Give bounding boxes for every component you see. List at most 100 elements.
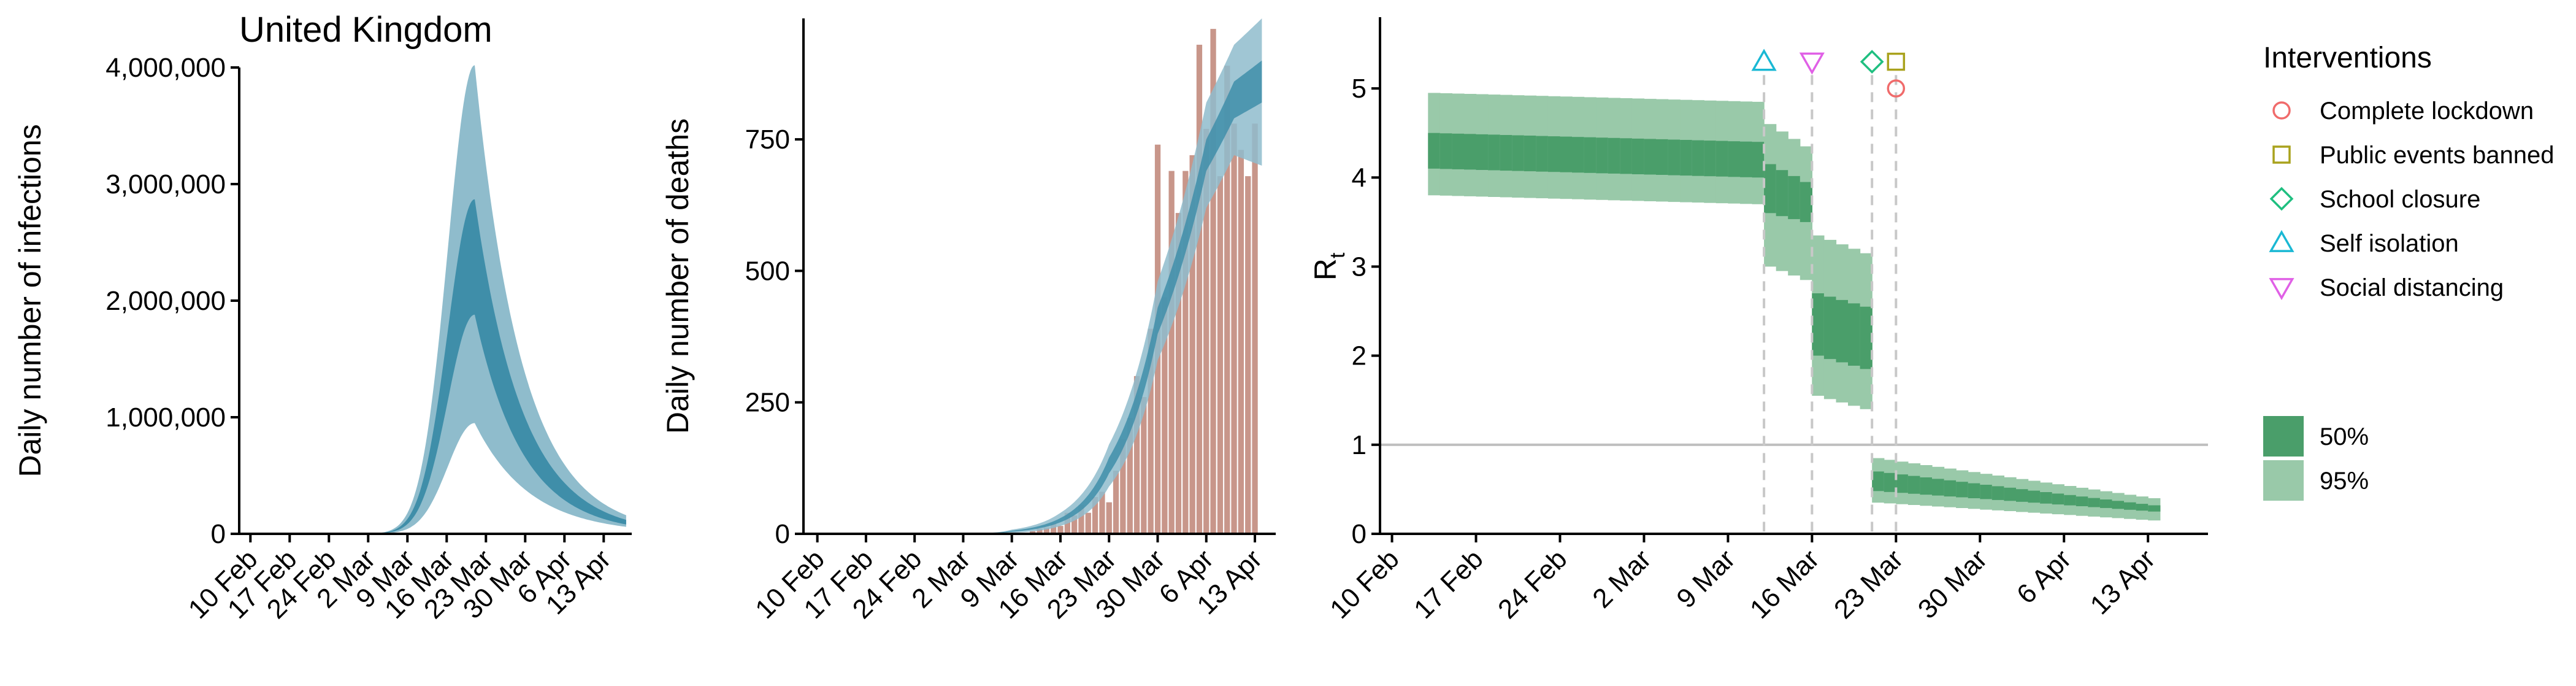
- death-bar: [1133, 376, 1140, 534]
- rt-band-50: [1668, 139, 1681, 175]
- legend-band-label: 95%: [2320, 468, 2369, 495]
- death-bar: [1057, 526, 1064, 534]
- plot-area: [245, 65, 626, 534]
- y-axis-label: Daily number of deaths: [661, 118, 695, 434]
- legend-item-label: Public events banned: [2320, 142, 2555, 169]
- rt-band-50: [1872, 471, 1885, 491]
- rt-band-50: [2148, 505, 2161, 512]
- legend-band-items: 50% 95%: [2263, 416, 2369, 501]
- intervention-marker: [1860, 50, 1884, 74]
- death-bar: [1162, 297, 1168, 534]
- legend-band-label: 50%: [2320, 423, 2369, 450]
- rt-band-50: [1512, 135, 1525, 171]
- death-bar: [1203, 129, 1209, 534]
- death-bar: [1210, 29, 1216, 534]
- rt-band-50: [1584, 137, 1597, 173]
- rt-band-50: [1896, 474, 1909, 493]
- rt-band-50: [1608, 137, 1620, 174]
- death-bar: [1092, 497, 1098, 534]
- rt-band-50: [1991, 486, 2004, 500]
- death-bar: [1224, 66, 1230, 534]
- x-tick-label: 13 Apr: [2085, 544, 2161, 620]
- rt-band-50: [1728, 141, 1741, 177]
- intervention-marker: [1751, 48, 1777, 71]
- y-tick-label: 2,000,000: [105, 286, 226, 316]
- rt-band-50: [1656, 139, 1669, 175]
- x-tick-label: 2 Mar: [1587, 544, 1657, 614]
- axes: 01,000,0002,000,0003,000,0004,000,00010 …: [105, 53, 632, 625]
- rt-band-50: [1488, 134, 1501, 171]
- legend-item-label: Complete lockdown: [2320, 98, 2534, 125]
- y-tick-label: 1: [1352, 430, 1367, 460]
- legend-item-label: Social distancing: [2320, 274, 2504, 301]
- death-bar: [1175, 213, 1182, 534]
- rt-band-50: [1547, 136, 1561, 172]
- y-axis-label: Daily number of infections: [13, 124, 47, 477]
- x-tick-label: 24 Feb: [1492, 544, 1573, 625]
- rt-band-50: [1980, 485, 1993, 499]
- rt-band-50: [2016, 489, 2029, 502]
- chart-title: United Kingdom: [239, 10, 493, 50]
- rt-band-50: [1464, 134, 1477, 170]
- x-tick-label: 6 Apr: [2011, 544, 2077, 609]
- rt-band-50: [1560, 136, 1573, 172]
- rt-band-50: [1644, 139, 1657, 175]
- death-bar: [1238, 150, 1244, 534]
- y-axis-label: Rt: [1308, 252, 1349, 280]
- death-bar: [1043, 527, 1049, 534]
- rt-band-50: [1764, 164, 1777, 214]
- rt-band-50: [1452, 133, 1465, 169]
- rt-band-50: [1439, 133, 1452, 169]
- rt-band-50: [1752, 142, 1765, 178]
- infections-band-95: [245, 65, 626, 534]
- death-bar: [1030, 531, 1036, 534]
- rt-band-50: [2088, 498, 2101, 507]
- rt-panel: Rt 0 1 2 3 4 5 10 Feb 17 Feb 24 Feb 2 Mar 9 Mar 16 …: [1308, 17, 2208, 625]
- rt-band-50: [1740, 141, 1753, 177]
- y-tick-label: 3: [1352, 252, 1367, 282]
- plot-area: [810, 18, 1262, 534]
- legend-marker: [2272, 101, 2291, 120]
- death-bar: [1231, 123, 1237, 534]
- rt-band-50: [1884, 472, 1896, 492]
- rt-band-50: [2052, 493, 2064, 505]
- y-axis-label-subscript: t: [1326, 252, 1349, 258]
- rt-band-50: [1715, 141, 1728, 177]
- x-tick-label: 9 Mar: [1671, 544, 1741, 614]
- x-tick-label: 30 Mar: [1912, 544, 1993, 624]
- legend-item-label: School closure: [2320, 186, 2480, 213]
- x-tick-label: 23 Mar: [1828, 544, 1909, 624]
- rt-band-50: [2099, 499, 2113, 508]
- intervention-marker: [1887, 79, 1906, 98]
- rt-band-50: [1944, 480, 1957, 497]
- infections-band-50: [245, 199, 626, 534]
- x-tick-label: 17 Feb: [1408, 544, 1489, 625]
- rt-band-50: [1860, 306, 1873, 369]
- legend-marker: [2269, 278, 2294, 301]
- death-bar: [1141, 397, 1147, 534]
- death-bar: [1078, 504, 1084, 534]
- rt-band-50: [2076, 496, 2088, 506]
- x-tick-label: 10 Feb: [1324, 544, 1405, 625]
- y-axis-label-main: R: [1308, 258, 1343, 280]
- legend-band-swatch: [2263, 416, 2304, 457]
- death-bar: [1120, 439, 1126, 534]
- y-tick-label: 250: [745, 388, 790, 418]
- rt-band-50: [1631, 138, 1645, 174]
- x-tick-label: 16 Mar: [1744, 544, 1825, 624]
- death-bar: [1252, 123, 1258, 534]
- legend-marker: [2269, 229, 2294, 252]
- rt-band-50: [1956, 482, 1969, 498]
- death-bar: [1106, 502, 1112, 534]
- rt-band-50: [1823, 296, 1837, 360]
- rt-band-50: [1680, 140, 1693, 176]
- rt-band-50: [1620, 138, 1633, 174]
- death-bar: [1037, 528, 1043, 534]
- rt-band-50: [2004, 487, 2017, 501]
- rt-band-50: [2040, 492, 2053, 504]
- death-bar: [1085, 512, 1091, 534]
- rt-band-50: [2112, 501, 2125, 509]
